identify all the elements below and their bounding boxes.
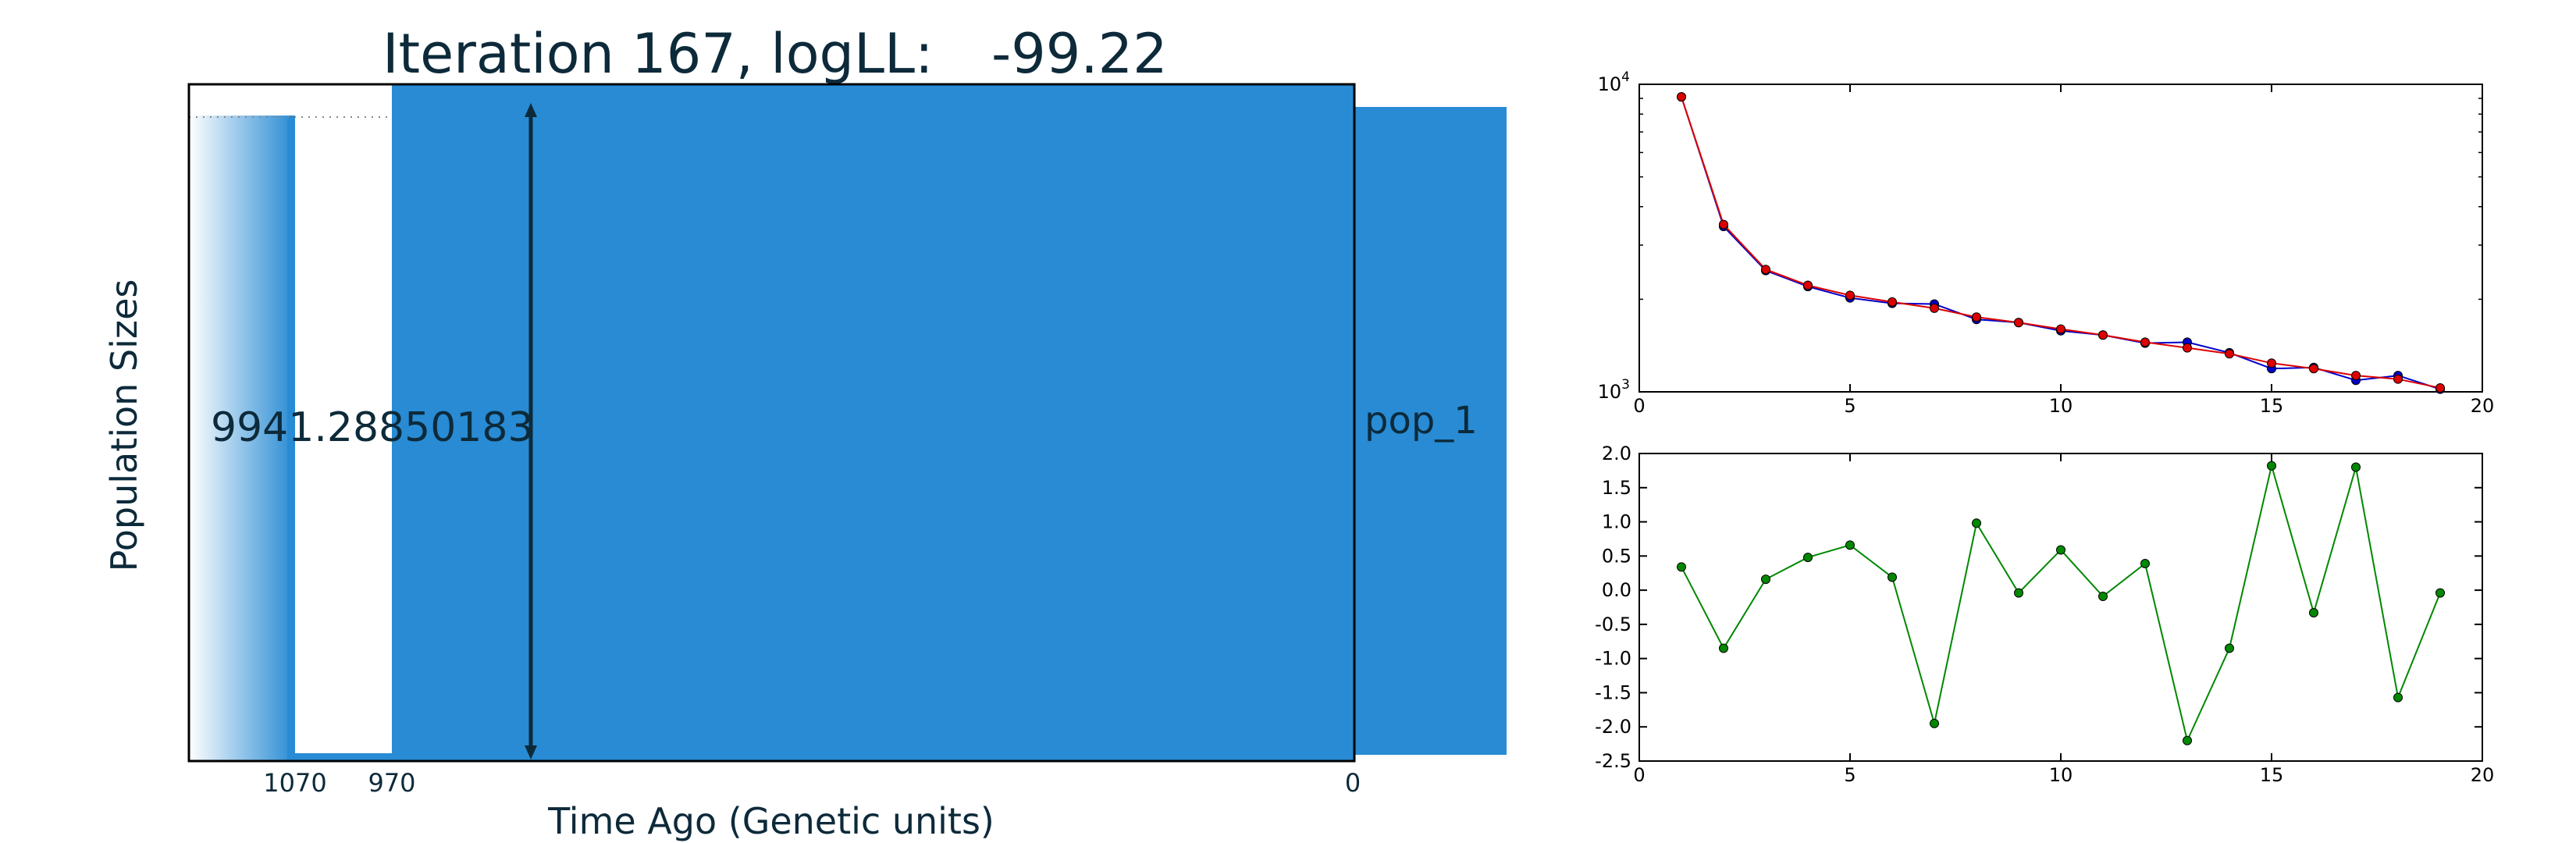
time-tick-970: 970 [368, 768, 415, 798]
bottom-series-0-point-11 [2140, 558, 2150, 568]
population-size-label: 9941.28850183 [211, 404, 534, 451]
bottom-series-0-point-2 [1761, 574, 1770, 585]
bottom-series-0-point-6 [1930, 718, 1939, 728]
bottom-series-0-point-7 [1972, 518, 1981, 528]
bottom-series-0-point-15 [2309, 608, 2318, 618]
bottom-x-tick-label-4: 20 [2471, 764, 2495, 786]
top-x-tick-label-2: 10 [2049, 395, 2073, 417]
y-axis-label: Population Sizes [103, 279, 145, 572]
bottom-y-tick-label-5: -0.5 [1595, 614, 1631, 635]
population-overflow [1354, 107, 1507, 755]
top-series-1-point-10 [2098, 330, 2108, 340]
current-population-block [392, 84, 1354, 761]
population-name-label: pop_1 [1364, 399, 1478, 443]
x-axis-label: Time Ago (Genetic units) [547, 800, 994, 842]
title-prefix: Iteration 167, logLL: [382, 22, 934, 86]
top-series-1-point-3 [1803, 280, 1813, 290]
bottom-x-tick-label-0: 0 [1633, 764, 1645, 786]
bottom-series-0-point-10 [2098, 591, 2108, 601]
top-series-1-point-15 [2309, 364, 2318, 374]
top-series-1-point-14 [2267, 358, 2276, 368]
top-series-1-point-13 [2225, 349, 2234, 359]
top-series-1-point-8 [2014, 318, 2023, 328]
top-x-tick-label-0: 0 [1633, 395, 1645, 417]
bottom-y-tick-label-2: 1.0 [1602, 511, 1631, 533]
size-arrow-head-bottom [525, 745, 537, 759]
top-series-1-point-18 [2435, 382, 2445, 393]
top-chart-frame [1638, 84, 2483, 393]
top-series-1-point-6 [1930, 303, 1939, 313]
main-axes-frame [187, 83, 1356, 763]
bottom-series-0-point-14 [2267, 461, 2276, 471]
residual-line-chart: 0 5 10 15 20 2.0 1.5 1.0 0.5 0.0 -0.5 -1.0 -1.5 -2.0 -… [1595, 443, 2494, 786]
bottom-x-tick-label-2: 10 [2049, 764, 2073, 786]
bottom-y-tick-label-0: 2.0 [1602, 443, 1631, 464]
bottom-y-tick-label-3: 0.5 [1602, 545, 1631, 567]
top-series-1-point-4 [1845, 290, 1855, 301]
bottom-y-tick-label-4: 0.0 [1602, 579, 1631, 601]
top-x-tick-label-4: 20 [2471, 395, 2495, 417]
top-series-1-point-12 [2183, 343, 2192, 353]
bottom-series-0-point-5 [1888, 572, 1897, 582]
top-series-1-point-2 [1761, 265, 1770, 275]
top-series-1-point-0 [1677, 92, 1686, 102]
ancient-population-fade [189, 116, 295, 761]
top-y-tick-label-0: 104 [1598, 69, 1630, 95]
top-series-1-point-9 [2056, 324, 2065, 334]
bottom-y-tick-label-6: -1.0 [1595, 648, 1631, 670]
bottom-x-tick-label-3: 15 [2260, 764, 2284, 786]
bottom-y-tick-label-9: -2.5 [1595, 750, 1631, 772]
bottom-y-tick-label-1: 1.5 [1602, 477, 1631, 499]
bottom-x-tick-label-1: 5 [1844, 764, 1856, 786]
bottom-series-0-point-3 [1803, 553, 1813, 563]
top-y-tick-label-1: 103 [1598, 377, 1630, 403]
top-series-1-point-16 [2351, 371, 2361, 381]
bottom-series-0-point-4 [1845, 540, 1855, 550]
bottom-series-0-point-8 [2014, 588, 2023, 598]
bottom-series-0-point-18 [2435, 588, 2445, 598]
bottom-chart-frame [1638, 453, 2483, 762]
title-value: -99.22 [991, 22, 1168, 86]
bottleneck-bar [295, 753, 392, 761]
time-tick-1070: 1070 [263, 768, 326, 798]
bottom-series-0-point-17 [2393, 692, 2403, 702]
bottom-series-0-point-16 [2351, 462, 2361, 472]
top-series-1-point-1 [1719, 219, 1728, 229]
bottom-y-tick-label-8: -2.0 [1595, 716, 1631, 738]
top-series-1-point-7 [1972, 312, 1981, 322]
top-x-tick-label-1: 5 [1844, 395, 1856, 417]
bottom-series-0-point-1 [1719, 643, 1728, 653]
top-x-tick-label-3: 15 [2260, 395, 2284, 417]
bottom-series-0-point-0 [1677, 562, 1686, 572]
top-series-1-point-5 [1888, 297, 1897, 307]
top-series-1-point-11 [2140, 337, 2150, 347]
bottom-y-tick-label-7: -1.5 [1595, 681, 1631, 703]
log-scale-line-chart: 0 5 10 15 20 104 103 [1598, 69, 2495, 417]
top-series-1-point-17 [2393, 374, 2403, 384]
time-tick-0: 0 [1345, 768, 1361, 798]
bottom-series-0-point-9 [2056, 545, 2065, 555]
bottom-series-0-point-12 [2183, 735, 2192, 745]
ancient-population-edge [287, 116, 295, 761]
size-arrow-head-top [525, 103, 537, 117]
bottom-series-0-point-13 [2225, 643, 2234, 653]
